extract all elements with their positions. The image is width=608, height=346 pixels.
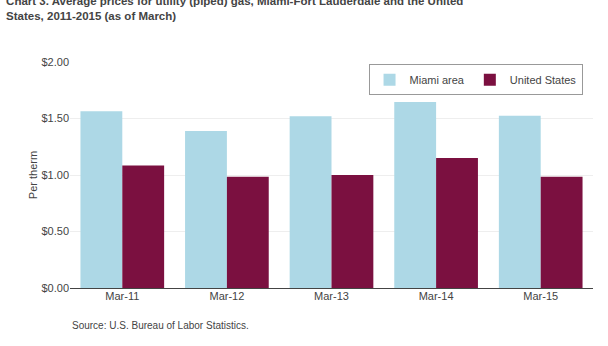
svg-text:Mar-13: Mar-13 [314, 290, 349, 302]
svg-text:$1.50: $1.50 [41, 112, 69, 124]
svg-text:$0.50: $0.50 [41, 225, 69, 237]
svg-text:Mar-15: Mar-15 [523, 290, 558, 302]
svg-text:Mar-14: Mar-14 [419, 290, 454, 302]
svg-text:Mar-11: Mar-11 [105, 290, 139, 302]
svg-text:United States: United States [510, 74, 577, 86]
svg-text:Miami area: Miami area [410, 74, 465, 86]
svg-text:Per therm: Per therm [27, 151, 39, 199]
svg-text:$0.00: $0.00 [41, 282, 69, 294]
svg-text:Mar-12: Mar-12 [209, 290, 244, 302]
svg-text:Source: U.S. Bureau of Labor S: Source: U.S. Bureau of Labor Statistics. [72, 320, 249, 331]
svg-text:$2.00: $2.00 [41, 56, 69, 68]
svg-text:$1.00: $1.00 [41, 169, 69, 181]
svg-text:Chart 3. Average prices for ut: Chart 3. Average prices for utility (pip… [6, 0, 463, 22]
